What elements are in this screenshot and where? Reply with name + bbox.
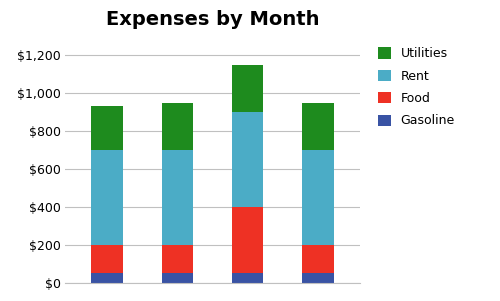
Title: Expenses by Month: Expenses by Month <box>106 10 320 29</box>
Bar <box>162 103 193 150</box>
Bar <box>302 150 334 245</box>
Bar <box>92 150 123 245</box>
Bar <box>302 103 334 150</box>
Bar <box>162 150 193 245</box>
Bar <box>302 273 334 283</box>
Bar <box>92 106 123 150</box>
Bar <box>232 65 264 112</box>
Bar <box>232 112 264 207</box>
Bar <box>162 245 193 273</box>
Legend: Utilities, Rent, Food, Gasoline: Utilities, Rent, Food, Gasoline <box>378 47 455 127</box>
Bar <box>232 273 264 283</box>
Bar <box>232 207 264 273</box>
Bar <box>162 273 193 283</box>
Bar <box>302 245 334 273</box>
Bar <box>92 245 123 273</box>
Bar <box>92 273 123 283</box>
